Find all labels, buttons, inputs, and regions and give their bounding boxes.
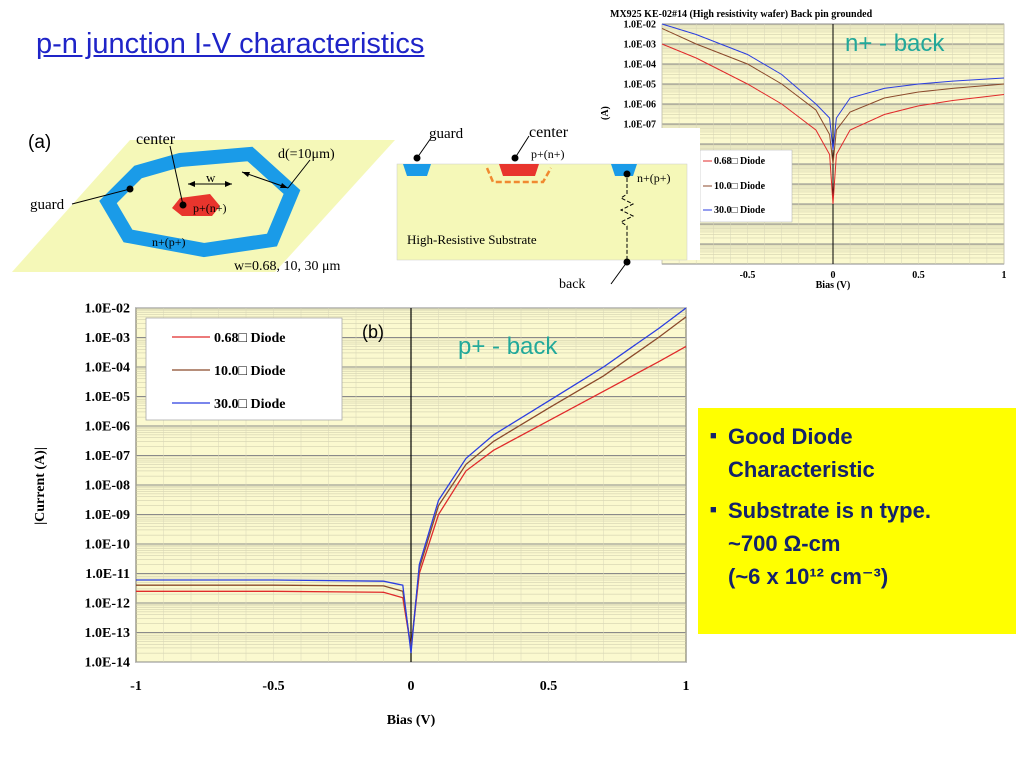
series-line-1 [136, 316, 687, 648]
main-chart-y-axis-label: |Current (A)| [33, 447, 48, 525]
small-chart-x-axis-label: Bias (V) [816, 280, 851, 291]
x-tick-label: -0.5 [740, 270, 756, 281]
series-line-1 [661, 27, 1005, 165]
x-tick-label: -0.5 [262, 679, 284, 694]
y-tick-label: 1.0E-04 [624, 59, 657, 70]
callout-p-back: p+ - back [458, 333, 558, 360]
main-chart-x-ticks: -1 -0.5 0 0.5 1 [130, 679, 689, 694]
main-chart: 1.0E-02 1.0E-03 1.0E-04 1.0E-05 1.0E-06 1.0E-… [33, 302, 690, 728]
y-tick-label: 1.0E-06 [624, 99, 657, 110]
small-chart: 1.0E-02 1.0E-03 1.0E-04 1.0E-05 1.0E-06 1.0E-… [600, 20, 1007, 291]
main-chart-series [136, 307, 687, 654]
cs-label-back: back [559, 277, 585, 292]
small-chart-x-ticks: -0.5 0 0.5 1 [740, 270, 1007, 281]
summary-item-line: Good Diode [728, 424, 853, 449]
cs-label-outer: n+(p+) [637, 171, 671, 185]
series-line-0 [136, 345, 687, 649]
panel-label-b: (b) [362, 322, 384, 342]
y-tick-label: 1.0E-07 [624, 119, 657, 130]
legend-label-30: 30.0□ Diode [214, 397, 285, 412]
panel-label-a: (a) [28, 132, 52, 153]
y-tick-label: 1.0E-02 [85, 302, 131, 317]
summary-item: ■ Substrate is n type. ~700 Ω-cm (~6 x 1… [708, 494, 1008, 593]
label-outer-ring: n+(p+) [152, 235, 186, 249]
resistor-icon [619, 178, 635, 262]
y-tick-label: 1.0E-07 [85, 449, 131, 464]
guard-ring-icon [99, 146, 301, 258]
label-widths: w=0.68, 10, 30 μm [234, 259, 341, 274]
series-line-0 [661, 43, 1005, 205]
label-inner-region: p+(n+) [193, 201, 227, 215]
y-tick-label: 1.0E-05 [624, 79, 657, 90]
summary-item-line: (~6 x 10¹² cm⁻³) [728, 564, 889, 589]
y-tick-label: 1.0E-13 [85, 626, 131, 641]
x-tick-label: 1 [1002, 270, 1007, 281]
label-center: center [136, 132, 176, 148]
page-title: p-n junction I-V characteristics [36, 28, 425, 60]
right-guard-icon [611, 164, 637, 176]
summary-box: ■ Good Diode Characteristic ■ Substrate … [698, 408, 1016, 634]
y-tick-label: 1.0E-03 [624, 39, 657, 50]
y-tick-label: 1.0E-05 [85, 390, 131, 405]
small-chart-title: MX925 KE-02#14 (High resistivity wafer) … [610, 9, 873, 20]
x-tick-label: -1 [130, 679, 142, 694]
center-implant-icon [499, 164, 539, 176]
small-legend-label-30: 30.0□ Diode [714, 205, 766, 216]
small-chart-y-ticks: 1.0E-02 1.0E-03 1.0E-04 1.0E-05 1.0E-06 1.0E-… [624, 20, 657, 130]
series-line-2 [136, 307, 687, 654]
cs-label-inner: p+(n+) [531, 147, 565, 161]
cross-section-diagram: guard center p+(n+) n+(p+) High-Resistiv… [395, 124, 700, 292]
legend-label-068: 0.68□ Diode [214, 331, 285, 346]
x-tick-label: 0 [831, 270, 836, 281]
y-tick-label: 1.0E-02 [624, 20, 657, 30]
substrate-block [396, 163, 688, 261]
cs-label-substrate: High-Resistive Substrate [407, 232, 537, 247]
summary-item-line: Characteristic [728, 457, 875, 482]
center-region-icon [172, 194, 220, 216]
y-tick-label: 1.0E-10 [85, 538, 131, 553]
legend-label-10: 10.0□ Diode [214, 364, 285, 379]
series-line-2 [661, 23, 1005, 151]
label-guard: guard [30, 197, 65, 213]
small-chart-legend: 0.68□ Diode 10.0□ Diode 30.0□ Diode [699, 149, 793, 223]
small-legend-label-10: 10.0□ Diode [714, 181, 766, 192]
y-tick-label: 1.0E-09 [85, 508, 131, 523]
summary-item-line: ~700 Ω-cm [728, 531, 841, 556]
x-tick-label: 0.5 [912, 270, 925, 281]
left-guard-icon [403, 164, 431, 176]
x-tick-label: 1 [683, 679, 690, 694]
y-tick-label: 1.0E-14 [85, 656, 131, 671]
callout-n-back: n+ - back [845, 30, 945, 57]
summary-item-line: Substrate is n type. [728, 498, 931, 523]
cs-label-guard: guard [429, 126, 464, 142]
x-tick-label: 0.5 [540, 679, 558, 694]
y-tick-label: 1.0E-06 [85, 420, 131, 435]
main-chart-legend: 0.68□ Diode 10.0□ Diode 30.0□ Diode [145, 317, 343, 421]
summary-item: ■ Good Diode Characteristic [708, 420, 1008, 486]
small-chart-series [661, 23, 1005, 205]
cs-label-center: center [529, 124, 569, 141]
main-chart-x-axis-label: Bias (V) [387, 713, 436, 728]
small-chart-y-axis-label: (A) [600, 106, 611, 120]
y-tick-label: 1.0E-11 [85, 567, 130, 582]
label-w: w [206, 170, 216, 185]
y-tick-label: 1.0E-08 [85, 479, 131, 494]
x-tick-label: 0 [408, 679, 415, 694]
top-view-diagram: center d(=10μm) w guard p+(n+) n+(p+) w=… [12, 132, 395, 274]
y-tick-label: 1.0E-12 [85, 597, 131, 612]
label-d: d(=10μm) [278, 147, 335, 162]
y-tick-label: 1.0E-04 [85, 361, 131, 376]
y-tick-label: 1.0E-03 [85, 331, 131, 346]
main-chart-y-ticks: 1.0E-02 1.0E-03 1.0E-04 1.0E-05 1.0E-06 1.0E-… [85, 302, 131, 671]
small-legend-label-068: 0.68□ Diode [714, 156, 766, 167]
